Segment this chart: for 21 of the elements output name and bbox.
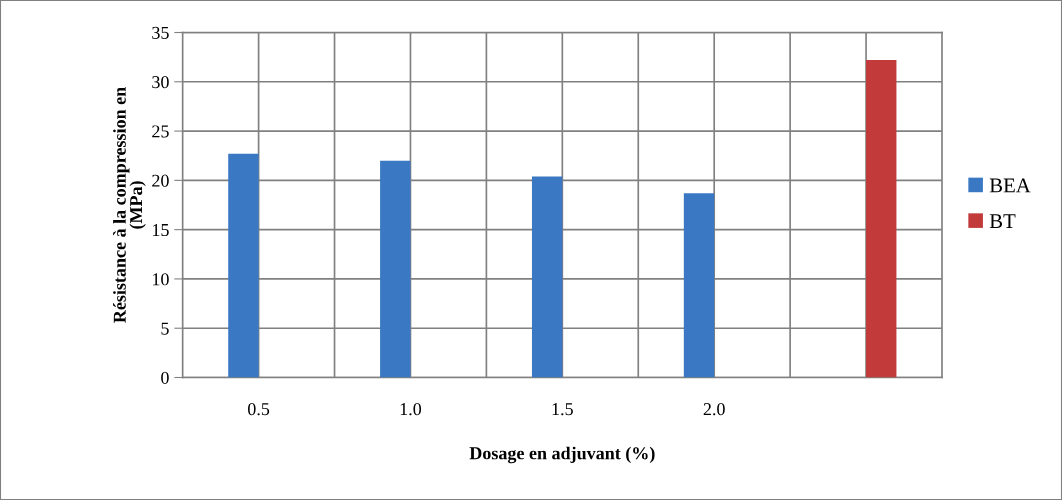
y-tick-label: 30 (152, 76, 169, 89)
x-tick-label: 1.5 (552, 403, 573, 416)
y-tick-label: 10 (153, 273, 169, 286)
legend-label: BEA (989, 178, 1031, 193)
y-tick-label: 35 (152, 26, 169, 39)
bar (228, 153, 259, 378)
x-tick-label: 1.0 (400, 403, 422, 416)
y-tick-label: 25 (152, 125, 169, 138)
x-tick-label: 0.5 (248, 403, 270, 416)
bar (683, 193, 715, 378)
x-tick-label: 2.0 (703, 403, 725, 416)
bar (380, 160, 411, 378)
y-tick-label: 5 (161, 322, 169, 335)
x-axis-title: Dosage en adjuvant (%) (469, 446, 655, 464)
y-tick-label: 20 (152, 174, 169, 187)
bar (866, 60, 897, 378)
legend-label: BT (989, 214, 1016, 228)
y-tick-label: 15 (153, 223, 169, 237)
y-tick-label: 0 (161, 371, 169, 384)
bar (531, 176, 563, 378)
y-axis-title: Résistance à la compression en (MPa) (113, 87, 146, 323)
